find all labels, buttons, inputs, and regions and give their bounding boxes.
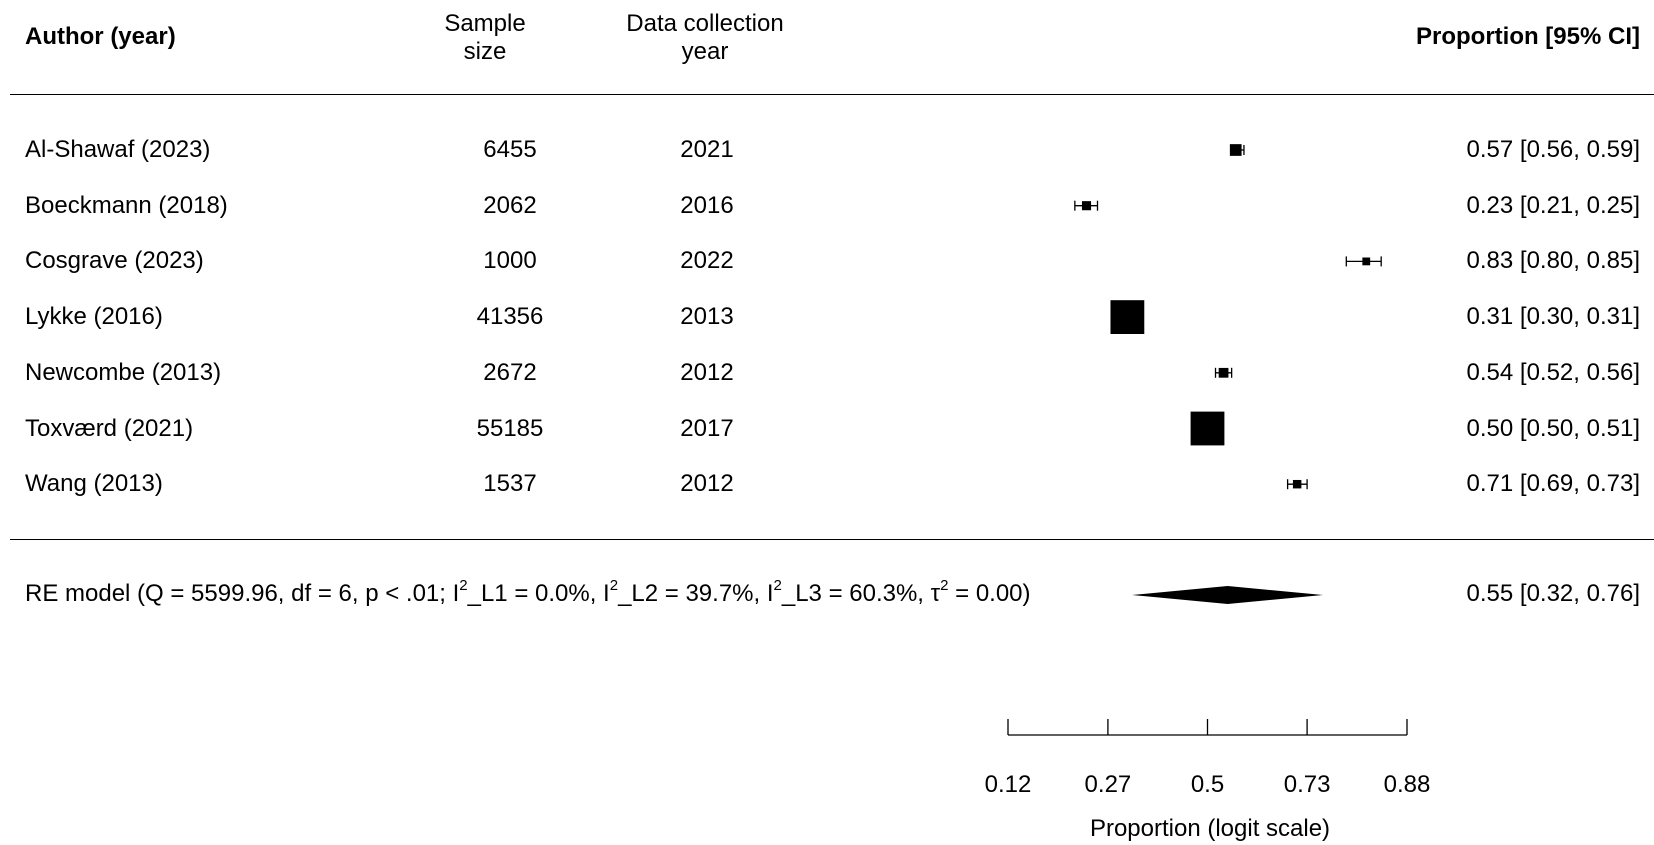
study-estimate-label: 0.31 [0.30, 0.31] xyxy=(1466,303,1640,331)
study-collection-year: 2016 xyxy=(680,191,734,219)
point-estimate xyxy=(1081,201,1092,211)
study-estimate-label: 0.54 [0.52, 0.56] xyxy=(1466,358,1640,386)
study-author: Al-Shawaf (2023) xyxy=(25,136,211,163)
study-sample-size: 2672 xyxy=(483,358,537,386)
x-axis-label: Proportion (logit scale) xyxy=(1089,815,1331,842)
summary-model-text: RE model (Q = 5599.96, df = 6, p < .01; … xyxy=(25,577,1031,608)
study-author: Toxværd (2021) xyxy=(25,414,194,442)
summary-text-mid3: _L3 = 60.3%, τ xyxy=(781,580,941,607)
point-estimate xyxy=(1218,367,1229,378)
header-collection-year: Data collection year xyxy=(590,10,820,66)
x-tick-label: 0.88 xyxy=(1384,771,1431,798)
study-collection-year: 2013 xyxy=(680,303,734,331)
point-estimate xyxy=(1229,144,1242,156)
summary-text-post: = 0.00) xyxy=(948,580,1031,607)
summary-sup2: 2 xyxy=(609,577,619,594)
summary-sup3: 2 xyxy=(773,577,782,594)
study-sample-size: 2062 xyxy=(483,191,537,219)
study-sample-size: 55185 xyxy=(476,414,544,442)
study-author: Newcombe (2013) xyxy=(25,358,222,386)
study-estimate-label: 0.71 [0.69, 0.73] xyxy=(1466,470,1640,498)
point-estimate xyxy=(1110,300,1145,334)
study-estimate-label: 0.83 [0.80, 0.85] xyxy=(1466,247,1640,275)
header-sample-line1: Sample xyxy=(444,10,526,37)
study-estimate-label: 0.57 [0.56, 0.59] xyxy=(1466,136,1640,163)
study-sample-size: 41356 xyxy=(476,303,544,331)
header-divider xyxy=(10,94,1654,95)
summary-sup4: 2 xyxy=(940,577,949,594)
study-collection-year: 2021 xyxy=(680,136,734,163)
point-estimate xyxy=(1292,479,1302,489)
summary-estimate-label: 0.55 [0.32, 0.76] xyxy=(1466,580,1640,607)
study-author: Wang (2013) xyxy=(25,470,163,498)
study-collection-year: 2022 xyxy=(680,247,734,275)
study-sample-size: 1000 xyxy=(483,247,537,275)
header-collection-line1: Data collection xyxy=(626,10,784,37)
x-tick-label: 0.73 xyxy=(1284,771,1331,798)
summary-text-pre: RE model (Q = 5599.96, df = 6, p < .01; … xyxy=(25,580,460,607)
study-collection-year: 2012 xyxy=(680,470,734,498)
study-author: Cosgrave (2023) xyxy=(25,247,204,275)
x-tick-label: 0.12 xyxy=(985,771,1032,798)
header-author: Author (year) xyxy=(25,23,176,50)
summary-diamond xyxy=(1132,586,1323,604)
study-estimate-label: 0.23 [0.21, 0.25] xyxy=(1466,191,1640,219)
summary-sup1: 2 xyxy=(459,577,468,594)
summary-text-mid2: _L2 = 39.7%, I xyxy=(618,580,774,607)
study-collection-year: 2017 xyxy=(680,414,734,442)
header-estimate: Proportion [95% CI] xyxy=(1415,23,1640,50)
study-sample-size: 6455 xyxy=(483,136,537,163)
header-sample-line2: size xyxy=(463,38,507,65)
study-collection-year: 2012 xyxy=(680,358,734,386)
header-collection-line2: year xyxy=(681,38,729,65)
summary-text-mid1: _L1 = 0.0%, I xyxy=(467,580,610,607)
study-author: Lykke (2016) xyxy=(25,303,163,331)
point-estimate xyxy=(1190,411,1225,446)
study-estimate-label: 0.50 [0.50, 0.51] xyxy=(1466,414,1640,442)
x-tick-label: 0.27 xyxy=(1085,771,1132,798)
header-sample-size: Sample size xyxy=(420,10,550,66)
study-sample-size: 1537 xyxy=(483,470,537,498)
summary-divider xyxy=(10,539,1654,540)
point-estimate xyxy=(1362,257,1371,266)
study-author: Boeckmann (2018) xyxy=(25,191,228,219)
x-tick-label: 0.5 xyxy=(1191,771,1224,798)
